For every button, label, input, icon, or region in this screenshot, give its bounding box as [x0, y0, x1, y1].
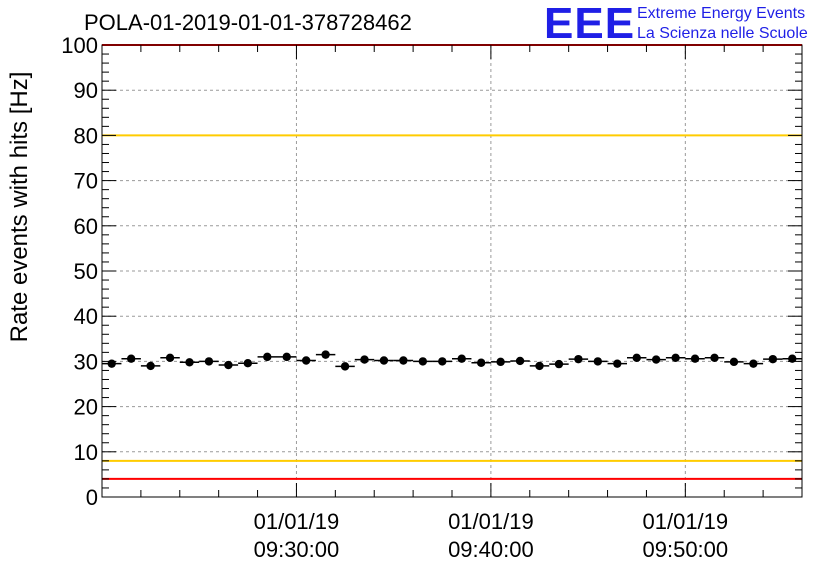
data-point	[321, 350, 330, 359]
x-tick-date-label: 01/01/19	[643, 509, 729, 534]
data-point	[749, 359, 758, 368]
data-point	[632, 353, 641, 362]
x-tick-date-label: 01/01/19	[254, 509, 340, 534]
data-point	[788, 354, 797, 363]
data-point	[243, 359, 253, 368]
data-point	[126, 354, 136, 363]
data-point	[418, 357, 428, 366]
y-tick-label: 70	[74, 169, 98, 194]
data-point	[146, 361, 155, 371]
data-point	[379, 356, 389, 365]
y-tick-label: 20	[74, 395, 98, 420]
x-tick-time-label: 09:30:00	[254, 537, 340, 562]
data-point	[476, 358, 486, 367]
x-tick-date-label: 01/01/19	[448, 509, 534, 534]
y-axis-label-text: Rate events with hits [Hz]	[6, 71, 33, 343]
y-tick-label: 50	[74, 259, 98, 284]
y-tick-label: 90	[74, 78, 98, 103]
data-point	[535, 361, 544, 371]
data-point	[107, 359, 116, 368]
data-point	[554, 359, 564, 369]
logo-caption-line2: La Scienza nelle Scuole	[637, 25, 808, 42]
data-point	[457, 354, 466, 363]
logo-caption-line1: Extreme Energy Events	[637, 5, 806, 22]
y-tick-label: 0	[86, 485, 98, 510]
data-point	[301, 356, 311, 365]
y-tick-label: 60	[74, 214, 98, 239]
data-point	[185, 358, 194, 367]
data-point	[165, 353, 175, 362]
data-point	[360, 355, 369, 364]
y-tick-label: 40	[74, 304, 98, 329]
data-point	[729, 357, 739, 367]
data-point	[574, 354, 583, 364]
data-point	[613, 359, 622, 368]
data-point	[496, 357, 505, 367]
logo-caption: Extreme Energy Events La Scienza nelle S…	[637, 4, 808, 44]
x-tick-time-label: 09:40:00	[448, 537, 534, 562]
data-point	[593, 357, 603, 366]
data-point	[438, 357, 447, 366]
data-point	[768, 354, 778, 364]
y-tick-label: 80	[74, 123, 98, 148]
data-point	[710, 353, 719, 362]
data-point	[651, 355, 661, 364]
data-point	[690, 354, 700, 363]
data-point	[224, 360, 233, 370]
data-point	[204, 357, 214, 366]
x-tick-time-label: 09:50:00	[643, 537, 729, 562]
data-point	[515, 356, 525, 366]
y-tick-label: 10	[74, 440, 98, 465]
data-point	[340, 362, 350, 371]
data-point	[282, 352, 291, 362]
chart-title: POLA-01-2019-01-01-378728462	[84, 10, 412, 35]
data-point	[263, 352, 272, 362]
data-point	[671, 353, 680, 362]
y-tick-label: 30	[74, 349, 98, 374]
data-point	[399, 356, 408, 365]
y-tick-label: 100	[61, 33, 98, 58]
eee-logo: EEE	[544, 0, 636, 48]
